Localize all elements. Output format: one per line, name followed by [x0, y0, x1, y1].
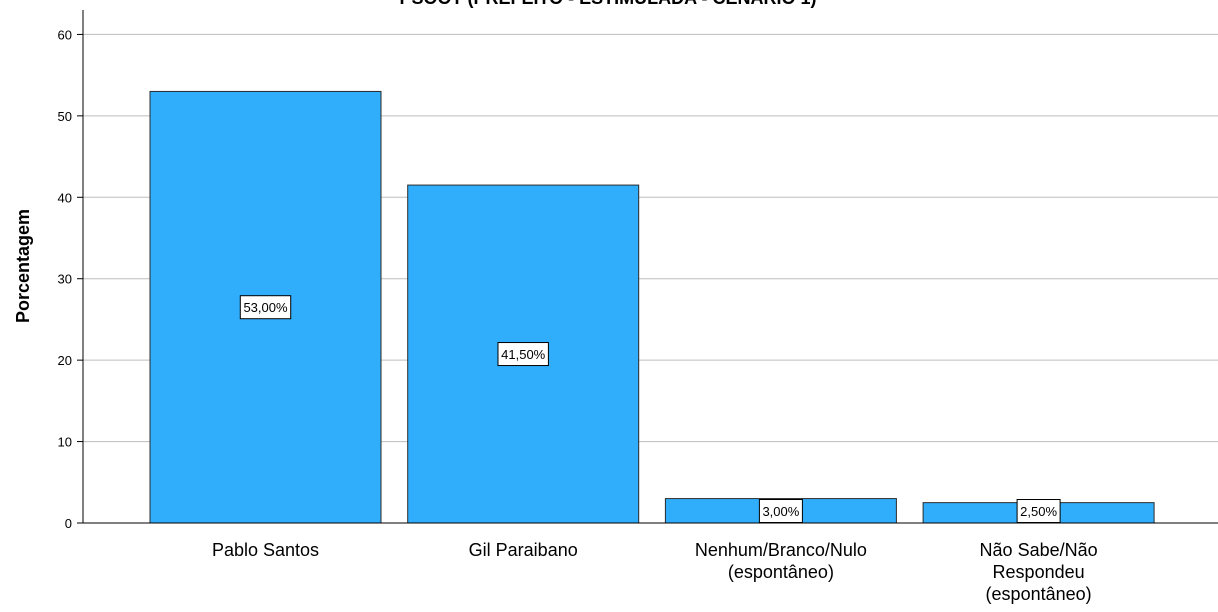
y-tick-label-60: 60	[58, 27, 72, 42]
data-labels: 53,00% 41,50% 3,00% 2,50%	[239, 295, 1061, 523]
y-tick-label-0: 0	[65, 516, 72, 531]
data-label-1: 53,00%	[243, 300, 288, 315]
x-tick-label-2: Gil Paraibano	[469, 540, 578, 560]
data-label-3: 3,00%	[762, 504, 799, 519]
x-tick-label-1: Pablo Santos	[212, 540, 319, 560]
y-axis-ticks: 0 10 20 30 40 50 60	[58, 27, 83, 531]
x-axis-ticks: Pablo Santos Gil Paraibano Nenhum/Branco/N…	[212, 540, 1098, 604]
y-tick-label-10: 10	[58, 435, 72, 450]
y-tick-label-40: 40	[58, 190, 72, 205]
x-tick-label-4: Não Sabe/Não Respondeu (espontâneo)	[980, 540, 1098, 604]
data-label-box-4	[1016, 499, 1061, 523]
y-tick-label-30: 30	[58, 272, 72, 287]
y-tick-label-20: 20	[58, 353, 72, 368]
data-label-box-3	[758, 499, 803, 523]
data-label-2: 41,50%	[501, 347, 546, 362]
x-tick-label-3: Nenhum/Branco/Nulo (espontâneo)	[695, 540, 867, 582]
data-label-box-2	[497, 342, 549, 367]
y-axis-label: Porcentagem	[13, 209, 33, 323]
bars	[149, 90, 1155, 524]
data-label-4: 2,50%	[1020, 504, 1057, 519]
y-tick-label-50: 50	[58, 109, 72, 124]
chart-title: PSOOT (PREFEITO - ESTIMULADA - CENÁRIO 1…	[399, 0, 816, 8]
data-label-box-1	[239, 295, 292, 320]
